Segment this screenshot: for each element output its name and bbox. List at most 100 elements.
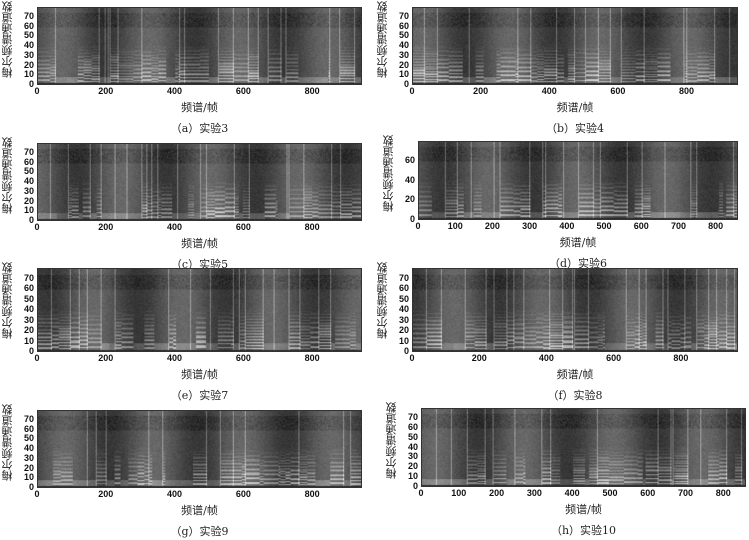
panel-caption: （d）实验6 [548,257,608,270]
y-tick-label: 40 [407,441,418,452]
x-tick-label: 0 [409,353,415,363]
x-tick-label: 800 [708,221,724,231]
x-tick-label: 500 [602,488,618,498]
y-tick-label: 60 [23,20,34,31]
x-tick-label: 0 [34,353,40,363]
x-tick-label: 100 [451,488,467,498]
y-tick-label: 60 [398,283,409,293]
y-tick-label: 10 [23,205,34,216]
x-tick-label: 100 [447,221,463,231]
spectrogram-plot [37,143,362,221]
panel-caption: （c）实验5 [170,258,229,271]
x-tick-label: 0 [34,222,40,232]
y-tick-label: 70 [23,10,34,21]
panel-caption: （b）实验4 [545,122,605,135]
panel-caption: （a）实验3 [170,122,229,135]
y-tick-label: 10 [407,471,418,482]
panel-caption: （g）实验9 [170,525,229,538]
x-tick-label: 0 [34,86,40,96]
y-tick-label: 40 [404,174,415,185]
y-tick-label: 20 [404,194,415,205]
y-tick-label: 40 [398,304,409,314]
x-tick-label: 200 [489,488,505,498]
x-tick-label: 800 [673,353,689,363]
x-tick-label: 800 [304,489,320,499]
panel-caption: （f）实验8 [547,389,603,402]
spectrogram-plot [412,7,738,85]
y-tick-label: 30 [398,314,409,325]
y-tick-label: 50 [23,30,34,41]
x-tick-label: 400 [564,488,580,498]
y-tick-label: 10 [23,335,34,346]
y-tick-label: 60 [23,283,34,293]
x-tick-label: 0 [34,489,40,499]
x-tick-label: 200 [484,221,500,231]
y-axis-label: 梅尔频谱通道数 [376,262,389,339]
spectrogram-image [413,269,737,351]
y-tick-label: 10 [23,69,34,80]
x-tick-label: 600 [235,222,251,232]
x-tick-label: 300 [526,488,542,498]
y-tick-label: 70 [407,411,418,422]
x-tick-label: 200 [98,86,114,96]
spectrogram-plot [412,268,738,352]
x-tick-label: 0 [418,488,424,498]
x-tick-label: 0 [415,221,421,231]
x-tick-label: 600 [610,86,626,96]
x-axis-label: 频谱/帧 [181,237,218,250]
y-tick-label: 60 [404,154,415,165]
y-axis-label: 梅尔频谱通道数 [382,135,395,212]
x-axis-label: 频谱/帧 [556,101,594,114]
x-tick-label: 700 [678,488,694,498]
y-tick-label: 30 [23,49,34,60]
y-tick-label: 20 [23,462,34,473]
y-tick-label: 40 [23,40,34,50]
x-tick-label: 600 [235,353,251,363]
y-tick-label: 0 [28,79,34,89]
y-tick-label: 40 [398,40,409,50]
y-axis-label: 梅尔频谱通道数 [1,1,14,78]
y-tick-label: 50 [23,293,34,304]
x-tick-label: 400 [559,221,575,231]
y-axis-label: 梅尔频谱通道数 [1,262,14,339]
x-axis-label: 频谱/帧 [556,368,594,381]
x-axis-label: 频谱/帧 [565,503,602,516]
y-tick-label: 20 [398,59,409,70]
y-tick-label: 50 [23,433,34,444]
x-tick-label: 400 [541,86,557,96]
x-tick-label: 200 [98,222,114,232]
x-tick-label: 600 [640,488,656,498]
spectrogram-plot [37,7,362,85]
y-tick-label: 0 [28,482,34,492]
y-tick-label: 40 [23,443,34,453]
x-tick-label: 400 [538,353,554,363]
x-tick-label: 400 [167,489,183,499]
spectrogram-image [413,8,737,84]
x-tick-label: 300 [522,221,538,231]
x-tick-label: 600 [633,221,649,231]
y-tick-label: 50 [23,166,34,177]
y-tick-label: 60 [398,20,409,31]
spectrogram-image [38,269,361,351]
y-tick-label: 30 [23,185,34,196]
y-tick-label: 30 [23,452,34,463]
x-tick-label: 800 [715,488,731,498]
x-tick-label: 800 [304,222,320,232]
y-axis-label: 梅尔频谱通道数 [1,404,14,481]
x-tick-label: 200 [98,489,114,499]
y-tick-label: 40 [23,176,34,186]
x-axis-label: 频谱/帧 [181,368,218,381]
y-tick-label: 20 [23,195,34,206]
y-axis-label: 梅尔频谱通道数 [376,1,389,78]
spectrogram-image [422,409,745,486]
y-tick-label: 50 [398,293,409,304]
y-tick-label: 70 [23,146,34,157]
x-tick-label: 400 [167,222,183,232]
x-tick-label: 700 [670,221,686,231]
y-tick-label: 30 [407,451,418,462]
y-tick-label: 60 [407,421,418,432]
spectrogram-image [38,411,361,487]
x-tick-label: 600 [606,353,622,363]
y-tick-label: 30 [398,49,409,60]
x-tick-label: 600 [235,86,251,96]
